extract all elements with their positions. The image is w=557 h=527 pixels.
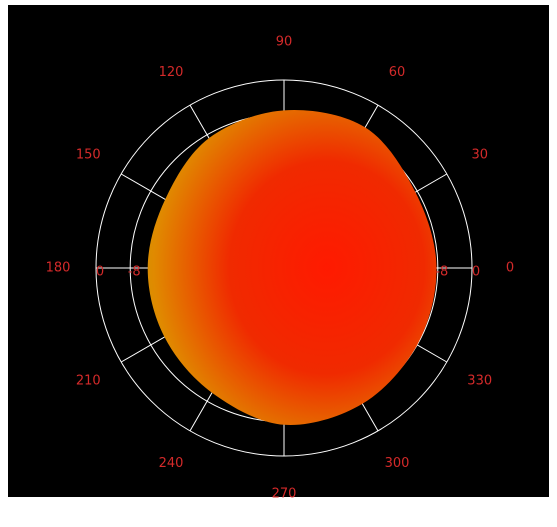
- angle-label: 330: [467, 374, 492, 389]
- angle-label: 150: [76, 148, 101, 163]
- r-tick-label: -8: [128, 265, 141, 280]
- angle-label: 30: [471, 148, 488, 163]
- angle-label: 210: [76, 374, 101, 389]
- pattern: [147, 109, 437, 426]
- angle-label: 0: [506, 261, 514, 276]
- angle-label: 300: [385, 456, 410, 471]
- angle-label: 120: [159, 65, 184, 80]
- r-tick-label: 0: [472, 265, 480, 280]
- r-tick-label: 0: [96, 265, 104, 280]
- angle-label: 270: [272, 487, 297, 502]
- angle-label: 180: [46, 261, 71, 276]
- angle-label: 240: [159, 456, 184, 471]
- angle-label: 90: [276, 35, 293, 50]
- angle-label: 60: [389, 65, 406, 80]
- r-tick-label: -8: [435, 265, 448, 280]
- ring: [95, 79, 473, 457]
